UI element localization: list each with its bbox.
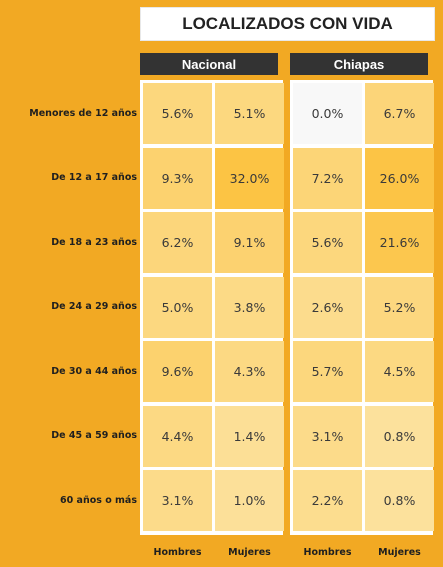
heatmap-cell-nacional-de-24-a-29-anos-hombres: 5.0% [143,276,212,338]
row-label-de-24-a-29-anos: De 24 a 29 años [51,301,137,312]
heatmap-cell-nacional-60-anos-o-mas-mujeres: 1.0% [215,470,284,531]
heatmap-cell-nacional-de-30-a-44-anos-mujeres: 4.3% [215,341,284,402]
panel-header-chiapas: Chiapas [290,53,428,75]
heatmap-cell-nacional-60-anos-o-mas-hombres: 3.1% [143,470,212,531]
heatmap-cell-nacional-de-30-a-44-anos-hombres: 9.6% [143,341,212,402]
heatmap-cell-chiapas-de-30-a-44-anos-mujeres: 4.5% [365,341,434,402]
heatmap-cell-chiapas-de-18-a-23-anos-mujeres: 21.6% [365,212,434,273]
heatmap-cell-nacional-de-45-a-59-anos-hombres: 4.4% [143,405,212,467]
heatmap-cell-chiapas-de-45-a-59-anos-mujeres: 0.8% [365,405,434,467]
heatmap-cell-chiapas-de-24-a-29-anos-hombres: 2.6% [293,276,362,338]
heatmap-cell-chiapas-de-45-a-59-anos-hombres: 3.1% [293,405,362,467]
heatmap-cell-nacional-de-18-a-23-anos-hombres: 6.2% [143,212,212,273]
heatmap-cell-chiapas-menores-de-12-anos-hombres: 0.0% [293,83,362,144]
column-label-chiapas-mujeres: Mujeres [378,546,421,558]
row-label-de-45-a-59-anos: De 45 a 59 años [51,430,137,441]
column-label-nacional-hombres: Hombres [153,546,202,558]
row-label-de-30-a-44-anos: De 30 a 44 años [51,365,137,377]
row-label-de-12-a-17-anos: De 12 a 17 años [51,172,137,183]
heatmap-cell-chiapas-de-18-a-23-anos-hombres: 5.6% [293,212,362,273]
heatmap-cell-chiapas-menores-de-12-anos-mujeres: 6.7% [365,83,434,144]
heatmap-cell-nacional-de-18-a-23-anos-mujeres: 9.1% [215,212,284,273]
heatmap-cell-nacional-de-12-a-17-anos-mujeres: 32.0% [215,147,284,209]
heatmap-cell-chiapas-60-anos-o-mas-hombres: 2.2% [293,470,362,531]
heatmap-cell-chiapas-de-12-a-17-anos-hombres: 7.2% [293,147,362,209]
row-label-60-anos-o-mas: 60 años o más [60,494,137,506]
heatmap-cell-nacional-menores-de-12-anos-hombres: 5.6% [143,83,212,144]
column-label-nacional-mujeres: Mujeres [228,546,271,558]
row-label-menores-de-12-anos: Menores de 12 años [29,107,137,119]
heatmap-cell-nacional-de-24-a-29-anos-mujeres: 3.8% [215,276,284,338]
column-label-chiapas-hombres: Hombres [303,546,352,558]
row-label-de-18-a-23-anos: De 18 a 23 años [51,236,137,248]
heatmap-cell-chiapas-de-12-a-17-anos-mujeres: 26.0% [365,147,434,209]
heatmap-cell-nacional-de-45-a-59-anos-mujeres: 1.4% [215,405,284,467]
chart-title: LOCALIZADOS CON VIDA [140,7,435,41]
heatmap-cell-chiapas-60-anos-o-mas-mujeres: 0.8% [365,470,434,531]
heatmap-cell-nacional-de-12-a-17-anos-hombres: 9.3% [143,147,212,209]
heatmap-cell-chiapas-de-24-a-29-anos-mujeres: 5.2% [365,276,434,338]
panel-header-nacional: Nacional [140,53,278,75]
heatmap-cell-nacional-menores-de-12-anos-mujeres: 5.1% [215,83,284,144]
heatmap-cell-chiapas-de-30-a-44-anos-hombres: 5.7% [293,341,362,402]
